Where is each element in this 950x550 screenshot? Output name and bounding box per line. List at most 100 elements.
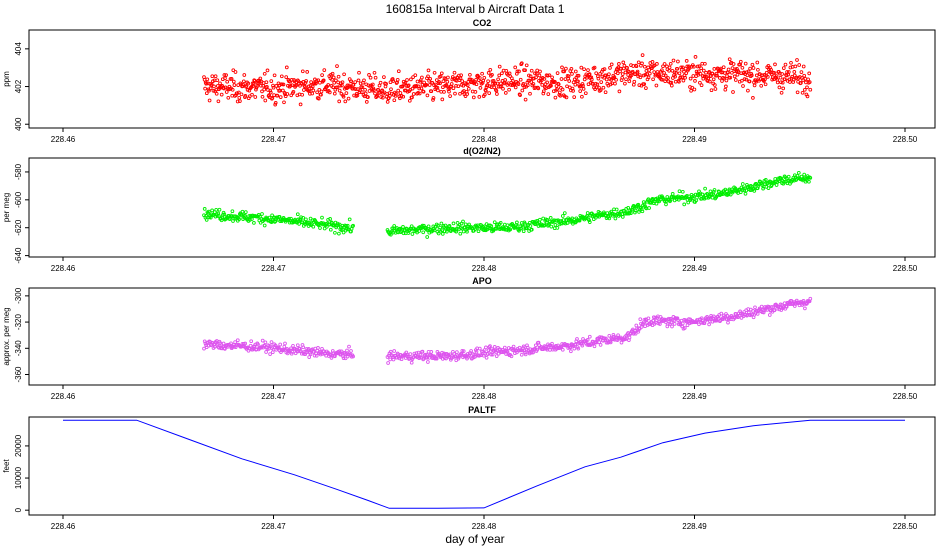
data-point xyxy=(273,102,278,107)
data-point xyxy=(337,88,342,93)
data-point xyxy=(538,217,542,222)
data-point xyxy=(564,95,569,100)
data-point xyxy=(231,68,236,73)
data-point xyxy=(709,192,714,196)
data-point xyxy=(372,70,377,75)
data-point xyxy=(682,73,687,78)
data-point xyxy=(793,64,798,69)
data-point xyxy=(396,69,401,74)
data-point xyxy=(233,340,237,344)
data-point xyxy=(719,311,724,316)
data-point xyxy=(571,89,575,93)
data-point xyxy=(306,84,311,89)
data-point xyxy=(373,75,378,80)
data-point xyxy=(480,81,485,85)
data-point xyxy=(579,342,584,346)
data-point xyxy=(593,339,598,344)
data-point xyxy=(747,79,752,84)
data-point xyxy=(646,75,651,80)
data-point xyxy=(327,352,332,357)
data-point xyxy=(598,343,603,347)
data-point xyxy=(216,99,221,104)
data-point xyxy=(775,80,780,85)
data-point xyxy=(694,69,699,74)
data-point xyxy=(466,86,471,91)
data-point xyxy=(805,94,810,99)
data-point xyxy=(751,66,756,70)
data-point xyxy=(678,75,683,79)
data-point xyxy=(484,89,488,93)
data-point xyxy=(209,82,214,87)
data-point xyxy=(210,208,214,213)
data-point xyxy=(329,220,334,225)
data-point xyxy=(391,357,396,362)
data-point xyxy=(796,170,801,175)
data-point xyxy=(243,341,248,346)
data-point xyxy=(351,354,355,359)
data-point xyxy=(480,71,484,76)
data-point xyxy=(518,93,522,97)
data-point xyxy=(497,73,502,78)
data-point xyxy=(204,214,208,218)
data-point xyxy=(255,84,259,89)
data-point xyxy=(465,83,470,88)
data-point xyxy=(396,88,401,93)
data-point xyxy=(644,86,648,90)
data-point xyxy=(756,184,761,188)
data-point xyxy=(393,94,398,98)
data-point xyxy=(733,78,738,82)
data-point xyxy=(763,178,768,182)
data-point xyxy=(562,69,567,74)
data-point xyxy=(513,85,518,90)
data-point xyxy=(384,82,388,86)
data-point xyxy=(780,80,785,85)
data-point xyxy=(802,87,807,92)
data-point xyxy=(715,73,719,78)
data-point xyxy=(494,227,498,231)
data-point xyxy=(453,91,457,96)
data-point xyxy=(504,68,509,73)
data-point xyxy=(542,223,547,228)
data-point xyxy=(637,83,642,87)
data-point xyxy=(279,74,284,79)
data-point xyxy=(741,84,745,88)
data-point xyxy=(781,66,786,70)
data-point xyxy=(744,77,749,82)
data-point xyxy=(302,220,307,224)
y-tick-label: -300 xyxy=(14,287,23,304)
data-point xyxy=(260,89,264,94)
data-point xyxy=(314,353,319,358)
data-point xyxy=(792,178,796,183)
data-point xyxy=(647,71,652,76)
data-point xyxy=(410,95,414,100)
data-point xyxy=(266,88,270,92)
data-point xyxy=(268,88,273,93)
data-point xyxy=(337,99,342,104)
data-point xyxy=(431,96,436,100)
data-point xyxy=(399,357,404,362)
data-point xyxy=(241,82,246,87)
data-point xyxy=(455,221,460,225)
data-point xyxy=(439,221,444,226)
data-point xyxy=(401,94,406,99)
data-point xyxy=(620,75,625,80)
data-point xyxy=(607,216,612,221)
data-point xyxy=(554,84,559,88)
data-point xyxy=(604,77,609,82)
data-point xyxy=(713,87,718,91)
data-point xyxy=(401,225,405,229)
data-point xyxy=(444,84,449,88)
data-point xyxy=(667,65,672,70)
data-point xyxy=(298,217,303,222)
y-tick-label: -600 xyxy=(14,191,23,208)
data-point xyxy=(755,186,760,190)
data-point xyxy=(661,73,666,78)
data-point xyxy=(651,77,655,82)
data-point xyxy=(617,62,621,66)
data-point xyxy=(701,68,706,73)
data-point xyxy=(317,87,322,92)
data-point xyxy=(208,215,213,220)
data-point xyxy=(711,314,716,319)
x-tick-label: 228.46 xyxy=(51,264,76,273)
data-point xyxy=(364,100,369,104)
